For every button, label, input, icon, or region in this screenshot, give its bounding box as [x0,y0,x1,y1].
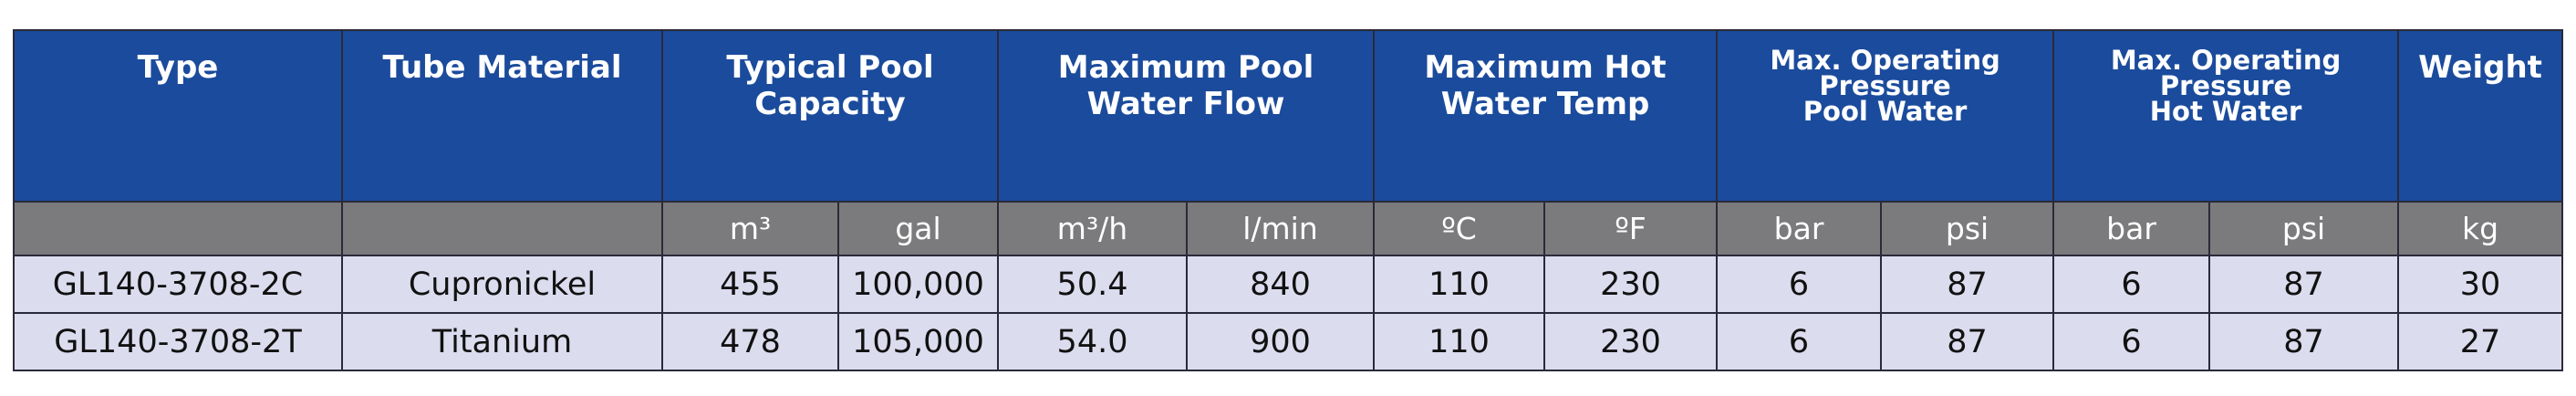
data-cell: 105,000 [836,312,1000,371]
unit-cell: kg [2397,201,2564,256]
unit-cell: m³/h [997,201,1189,256]
data-cell: 100,000 [836,255,1000,314]
data-cell: 230 [1543,312,1719,371]
data-cell: 6 [2052,312,2211,371]
data-cell: 478 [661,312,839,371]
data-cell: 110 [1373,312,1546,371]
data-row: GL140-3708-2T Titanium 478 105,000 54.0 900 11… [13,312,2564,371]
header-text: Water Flow [1086,86,1285,122]
unit-cell: psi [1880,201,2055,256]
data-cell: Cupronickel [341,255,663,314]
data-cell: 87 [1880,312,2055,371]
data-cell: 87 [1880,255,2055,314]
data-cell: 87 [2208,255,2400,314]
header-text: Typical Pool [726,49,934,86]
data-cell: 110 [1373,255,1546,314]
data-cell: GL140-3708-2C [13,255,343,314]
data-cell: GL140-3708-2T [13,312,343,371]
data-cell: 455 [661,255,839,314]
header-cell: Weight [2397,29,2564,203]
unit-cell: m³ [661,201,839,256]
header-row: Type Tube Material Typical Pool Capacity … [13,29,2564,203]
header-text: Maximum Pool [1057,49,1314,86]
spec-table: Type Tube Material Typical Pool Capacity … [13,29,2564,371]
header-text: Tube Material [382,49,622,86]
header-text: Hot Water [2149,96,2302,127]
header-text: Pressure [2159,70,2292,101]
units-row: m³ gal m³/h l/min ºC ºF bar psi bar psi kg [13,201,2564,256]
unit-cell [341,201,663,256]
header-text: Capacity [754,86,906,122]
header-text: Maximum Hot [1424,49,1667,86]
header-text: Max. Operating [1770,45,2000,76]
unit-cell [13,201,343,256]
header-cell: Maximum Hot Water Temp [1373,29,1719,203]
unit-cell: ºC [1373,201,1546,256]
unit-cell: gal [836,201,1000,256]
data-cell: 6 [1716,312,1883,371]
data-cell: 50.4 [997,255,1189,314]
header-cell: Tube Material [341,29,663,203]
unit-cell: ºF [1543,201,1719,256]
data-cell: 6 [2052,255,2211,314]
header-text: Max. Operating [2110,45,2342,76]
header-text: Weight [2418,49,2542,86]
data-cell: 230 [1543,255,1719,314]
header-cell: Maximum Pool Water Flow [997,29,1376,203]
unit-cell: bar [1716,201,1883,256]
data-cell: 27 [2397,312,2564,371]
data-cell: 840 [1186,255,1376,314]
data-cell: Titanium [341,312,663,371]
header-cell: Max. Operating Pressure Pool Water [1716,29,2055,203]
data-cell: 30 [2397,255,2564,314]
data-cell: 54.0 [997,312,1189,371]
data-cell: 6 [1716,255,1883,314]
header-cell: Max. Operating Pressure Hot Water [2052,29,2400,203]
data-row: GL140-3708-2C Cupronickel 455 100,000 50.4 84… [13,255,2564,314]
header-text: Water Temp [1440,86,1650,122]
header-cell: Typical Pool Capacity [660,29,1000,203]
unit-cell: psi [2208,201,2400,256]
unit-cell: l/min [1186,201,1376,256]
data-cell: 87 [2208,312,2400,371]
header-cell: Type [13,29,343,203]
header-text: Pressure [1819,70,1951,101]
data-cell: 900 [1186,312,1376,371]
header-text: Type [137,49,219,86]
header-text: Pool Water [1802,96,1968,127]
unit-cell: bar [2052,201,2211,256]
